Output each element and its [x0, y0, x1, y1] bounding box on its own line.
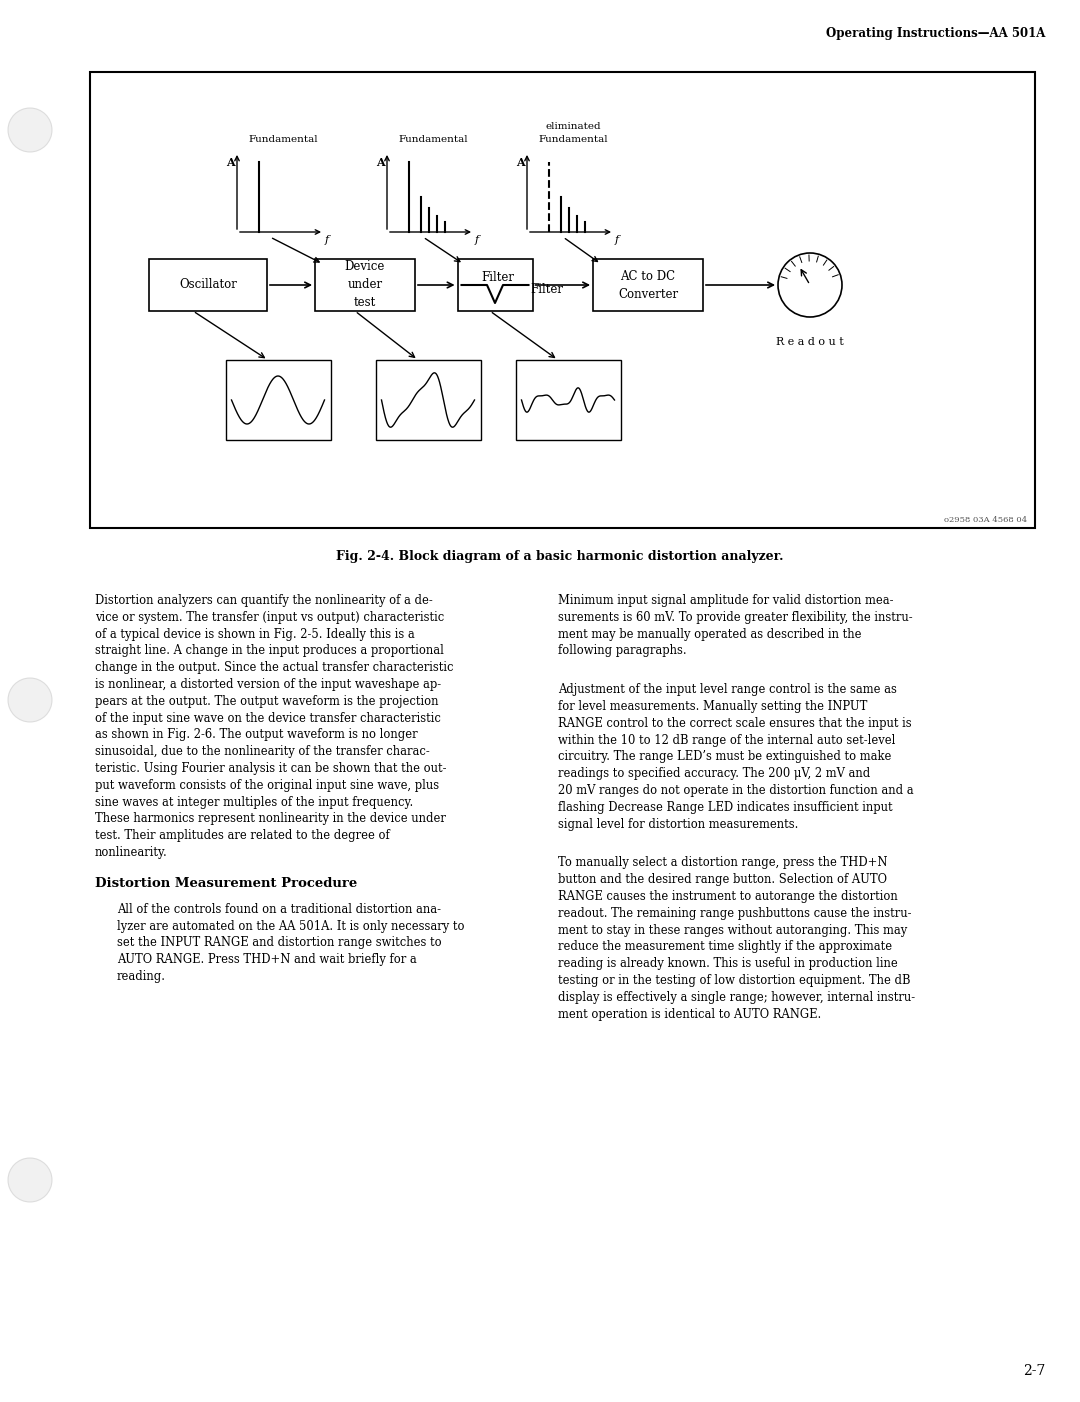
Text: ment operation is identical to AUTO RANGE.: ment operation is identical to AUTO RANG… — [558, 1008, 821, 1021]
Text: Distortion analyzers can quantify the nonlinearity of a de-: Distortion analyzers can quantify the no… — [95, 594, 433, 607]
Text: R e a d o u t: R e a d o u t — [777, 336, 843, 348]
Text: Device
under
test: Device under test — [345, 261, 386, 310]
Text: A: A — [516, 157, 525, 168]
Text: lyzer are automated on the AA 501A. It is only necessary to: lyzer are automated on the AA 501A. It i… — [117, 920, 464, 932]
Bar — [90, 72, 1035, 529]
Text: button and the desired range button. Selection of AUTO: button and the desired range button. Sel… — [558, 873, 887, 886]
Bar — [593, 259, 703, 311]
Circle shape — [778, 252, 842, 317]
Circle shape — [8, 108, 52, 151]
Circle shape — [8, 679, 52, 722]
Text: AUTO RANGE. Press THD+N and wait briefly for a: AUTO RANGE. Press THD+N and wait briefly… — [117, 953, 417, 966]
Bar — [515, 360, 621, 440]
Text: readout. The remaining range pushbuttons cause the instru-: readout. The remaining range pushbuttons… — [558, 907, 912, 920]
Text: test. Their amplitudes are related to the degree of: test. Their amplitudes are related to th… — [95, 829, 390, 843]
Bar — [226, 360, 330, 440]
Text: AC to DC
Converter: AC to DC Converter — [618, 269, 678, 300]
Text: A: A — [227, 157, 235, 168]
Text: f: f — [475, 236, 480, 245]
Text: pears at the output. The output waveform is the projection: pears at the output. The output waveform… — [95, 695, 438, 708]
Text: ment may be manually operated as described in the: ment may be manually operated as describ… — [558, 628, 862, 641]
Text: 20 mV ranges do not operate in the distortion function and a: 20 mV ranges do not operate in the disto… — [558, 784, 914, 796]
Text: for level measurements. Manually setting the INPUT: for level measurements. Manually setting… — [558, 700, 867, 714]
Text: as shown in Fig. 2-6. The output waveform is no longer: as shown in Fig. 2-6. The output wavefor… — [95, 729, 418, 742]
Text: f: f — [325, 236, 329, 245]
Text: vice or system. The transfer (input vs output) characteristic: vice or system. The transfer (input vs o… — [95, 611, 444, 624]
Text: sinusoidal, due to the nonlinearity of the transfer charac-: sinusoidal, due to the nonlinearity of t… — [95, 746, 430, 758]
Text: is nonlinear, a distorted version of the input waveshape ap-: is nonlinear, a distorted version of the… — [95, 679, 441, 691]
Bar — [315, 259, 415, 311]
Text: following paragraphs.: following paragraphs. — [558, 645, 687, 658]
Text: Adjustment of the input level range control is the same as: Adjustment of the input level range cont… — [558, 683, 896, 697]
Text: Fundamental: Fundamental — [399, 135, 468, 144]
Text: reduce the measurement time slightly if the approximate: reduce the measurement time slightly if … — [558, 941, 892, 953]
Text: Filter: Filter — [530, 283, 564, 296]
Bar — [458, 259, 532, 311]
Text: within the 10 to 12 dB range of the internal auto set-level: within the 10 to 12 dB range of the inte… — [558, 733, 895, 747]
Text: reading.: reading. — [117, 970, 166, 983]
Text: Fig. 2-4. Block diagram of a basic harmonic distortion analyzer.: Fig. 2-4. Block diagram of a basic harmo… — [336, 550, 784, 564]
Text: Operating Instructions—AA 501A: Operating Instructions—AA 501A — [825, 28, 1045, 41]
Text: RANGE control to the correct scale ensures that the input is: RANGE control to the correct scale ensur… — [558, 716, 912, 730]
Text: sine waves at integer multiples of the input frequency.: sine waves at integer multiples of the i… — [95, 795, 414, 809]
Text: A: A — [376, 157, 384, 168]
Text: o2958 03A 4568 04: o2958 03A 4568 04 — [944, 516, 1027, 524]
Text: All of the controls found on a traditional distortion ana-: All of the controls found on a tradition… — [117, 903, 441, 916]
Text: Distortion Measurement Procedure: Distortion Measurement Procedure — [95, 876, 357, 890]
Text: readings to specified accuracy. The 200 μV, 2 mV and: readings to specified accuracy. The 200 … — [558, 767, 870, 780]
Bar — [376, 360, 481, 440]
Text: of the input sine wave on the device transfer characteristic: of the input sine wave on the device tra… — [95, 712, 441, 725]
Text: put waveform consists of the original input sine wave, plus: put waveform consists of the original in… — [95, 778, 440, 792]
Text: flashing Decrease Range LED indicates insufficient input: flashing Decrease Range LED indicates in… — [558, 801, 893, 813]
Text: straight line. A change in the input produces a proportional: straight line. A change in the input pro… — [95, 645, 444, 658]
Text: Filter: Filter — [482, 271, 514, 285]
Text: change in the output. Since the actual transfer characteristic: change in the output. Since the actual t… — [95, 662, 454, 674]
Text: surements is 60 mV. To provide greater flexibility, the instru-: surements is 60 mV. To provide greater f… — [558, 611, 913, 624]
Text: display is effectively a single range; however, internal instru-: display is effectively a single range; h… — [558, 991, 915, 1004]
Bar — [149, 259, 267, 311]
Text: These harmonics represent nonlinearity in the device under: These harmonics represent nonlinearity i… — [95, 812, 446, 826]
Text: Fundamental: Fundamental — [248, 135, 318, 144]
Text: To manually select a distortion range, press the THD+N: To manually select a distortion range, p… — [558, 857, 888, 869]
Circle shape — [8, 1158, 52, 1202]
Text: of a typical device is shown in Fig. 2-5. Ideally this is a: of a typical device is shown in Fig. 2-5… — [95, 628, 415, 641]
Text: Minimum input signal amplitude for valid distortion mea-: Minimum input signal amplitude for valid… — [558, 594, 893, 607]
Text: signal level for distortion measurements.: signal level for distortion measurements… — [558, 817, 798, 830]
Text: testing or in the testing of low distortion equipment. The dB: testing or in the testing of low distort… — [558, 974, 910, 987]
Text: set the INPUT RANGE and distortion range switches to: set the INPUT RANGE and distortion range… — [117, 937, 442, 949]
Text: RANGE causes the instrument to autorange the distortion: RANGE causes the instrument to autorange… — [558, 890, 897, 903]
Text: Fundamental: Fundamental — [538, 135, 608, 144]
Text: Oscillator: Oscillator — [179, 279, 237, 292]
Text: eliminated: eliminated — [545, 122, 600, 130]
Text: reading is already known. This is useful in production line: reading is already known. This is useful… — [558, 958, 897, 970]
Text: ment to stay in these ranges without autoranging. This may: ment to stay in these ranges without aut… — [558, 924, 907, 937]
Text: f: f — [615, 236, 619, 245]
Text: teristic. Using Fourier analysis it can be shown that the out-: teristic. Using Fourier analysis it can … — [95, 763, 446, 775]
Text: nonlinearity.: nonlinearity. — [95, 845, 167, 859]
Text: circuitry. The range LED’s must be extinguished to make: circuitry. The range LED’s must be extin… — [558, 750, 891, 764]
Text: 2-7: 2-7 — [1023, 1364, 1045, 1378]
